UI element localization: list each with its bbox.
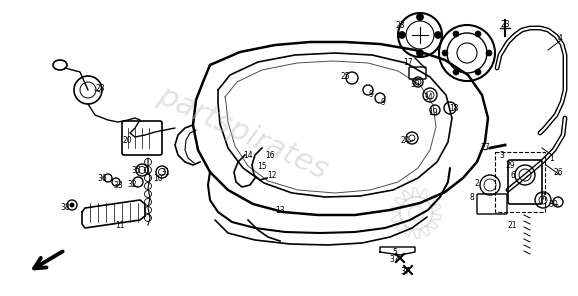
Text: 8: 8 xyxy=(469,192,475,202)
Text: 28: 28 xyxy=(95,83,105,93)
Text: 15: 15 xyxy=(257,162,267,170)
Text: 12: 12 xyxy=(267,170,277,179)
Text: 23: 23 xyxy=(500,20,510,28)
Text: 3: 3 xyxy=(499,150,505,160)
Text: 17: 17 xyxy=(403,57,413,67)
Text: 2: 2 xyxy=(475,178,479,187)
Circle shape xyxy=(417,14,424,20)
Text: 30: 30 xyxy=(548,200,558,208)
Text: 29: 29 xyxy=(505,160,515,170)
Text: 35: 35 xyxy=(131,165,141,175)
Text: 6: 6 xyxy=(510,170,516,179)
Text: 36: 36 xyxy=(97,173,107,183)
Circle shape xyxy=(475,69,481,75)
Text: 23: 23 xyxy=(395,20,405,30)
Text: 10: 10 xyxy=(153,173,163,183)
Text: 1: 1 xyxy=(550,154,554,163)
Text: 5: 5 xyxy=(392,247,398,257)
Text: 26: 26 xyxy=(553,168,563,176)
Circle shape xyxy=(475,31,481,37)
Text: 34: 34 xyxy=(423,93,433,102)
Text: 39: 39 xyxy=(410,80,420,89)
Circle shape xyxy=(453,31,459,37)
Text: 9: 9 xyxy=(380,97,386,107)
Text: 14: 14 xyxy=(243,150,253,160)
Text: 20: 20 xyxy=(122,136,132,144)
Text: 9: 9 xyxy=(369,89,373,99)
Text: 7: 7 xyxy=(540,192,546,202)
Circle shape xyxy=(486,50,492,56)
Text: 25: 25 xyxy=(340,72,350,81)
Text: 32: 32 xyxy=(127,179,137,189)
Text: 27: 27 xyxy=(480,142,490,152)
Text: 13: 13 xyxy=(275,205,285,215)
Text: 4: 4 xyxy=(558,33,562,43)
Circle shape xyxy=(69,202,75,207)
Text: 37: 37 xyxy=(389,255,399,265)
Text: 31: 31 xyxy=(160,168,170,176)
Circle shape xyxy=(417,49,424,57)
Text: 16: 16 xyxy=(265,150,275,160)
Text: 37: 37 xyxy=(400,268,410,276)
Text: 38: 38 xyxy=(60,202,70,212)
Text: 19: 19 xyxy=(428,107,438,117)
Text: 33: 33 xyxy=(113,181,123,189)
Text: 24: 24 xyxy=(400,136,410,144)
Circle shape xyxy=(398,31,406,38)
Text: partspirates: partspirates xyxy=(153,81,332,185)
Circle shape xyxy=(442,50,448,56)
Circle shape xyxy=(453,69,459,75)
Text: 21: 21 xyxy=(507,221,517,229)
Circle shape xyxy=(435,31,442,38)
Text: 18: 18 xyxy=(449,104,459,112)
Text: 11: 11 xyxy=(115,221,125,229)
